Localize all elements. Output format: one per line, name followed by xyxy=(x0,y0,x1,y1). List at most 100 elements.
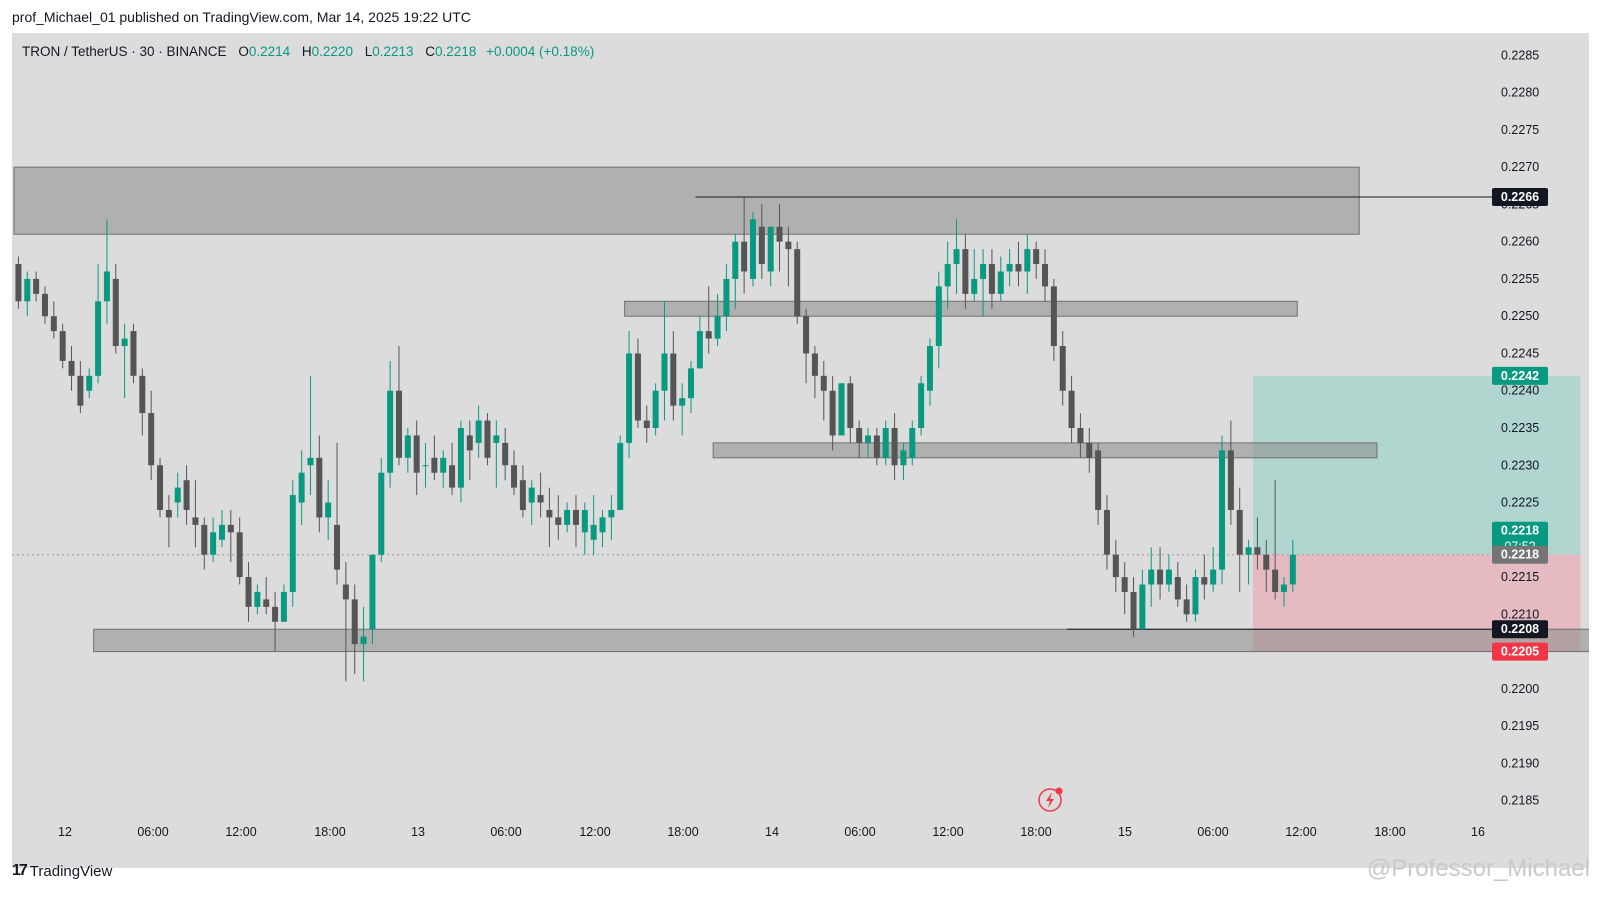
x-tick-label: 18:00 xyxy=(1020,825,1051,839)
candle-body xyxy=(316,457,323,518)
candle-body xyxy=(130,331,137,376)
candle-body xyxy=(758,226,765,265)
candle-body xyxy=(351,599,358,645)
candle-body xyxy=(378,472,385,555)
lightning-icon-bolt xyxy=(1046,792,1054,808)
demand-zone xyxy=(93,628,1589,653)
candle-body xyxy=(838,383,845,436)
price-tag-bg xyxy=(1492,545,1548,564)
candle-body xyxy=(732,241,739,279)
candle-body xyxy=(537,495,544,503)
y-tick-label: 0.2185 xyxy=(1501,794,1539,808)
candle-body xyxy=(714,316,721,339)
candle-body xyxy=(1219,450,1226,570)
candle-body xyxy=(1121,577,1128,592)
candle-body xyxy=(245,577,252,607)
candle-body xyxy=(794,249,801,317)
candle-body xyxy=(183,480,190,510)
candle-body xyxy=(387,390,394,473)
x-tick-label: 06:00 xyxy=(490,825,521,839)
candle-body xyxy=(449,465,456,488)
candle-body xyxy=(1006,264,1013,272)
candle-body xyxy=(926,346,933,391)
candle-body xyxy=(280,591,287,622)
chart-area[interactable]: 0.22850.22800.22750.22700.22650.22600.22… xyxy=(12,33,1589,868)
y-tick-label: 0.2270 xyxy=(1501,160,1539,174)
y-tick-label: 0.2190 xyxy=(1501,756,1539,770)
candle-body xyxy=(157,465,164,510)
candle-body xyxy=(422,465,429,467)
lightning-icon xyxy=(1038,787,1063,812)
candle-body xyxy=(741,241,748,272)
candle-body xyxy=(493,435,500,443)
candle-body xyxy=(723,278,730,317)
candle-body xyxy=(1112,554,1119,578)
candle-body xyxy=(608,509,615,518)
tradingview-logo[interactable]: 17 TradingView xyxy=(12,862,112,880)
y-tick-label: 0.2210 xyxy=(1501,607,1539,621)
candle-body xyxy=(1015,264,1022,272)
candle-body xyxy=(1263,554,1270,570)
candle-body xyxy=(962,249,969,294)
price-tag-label: 0.2266 xyxy=(1501,190,1539,204)
x-tick-label: 14 xyxy=(765,825,779,839)
candle-body xyxy=(873,435,880,458)
candle-body xyxy=(652,390,659,428)
candle-body xyxy=(820,375,827,391)
candle-body xyxy=(210,532,217,555)
candle-body xyxy=(395,390,402,458)
y-tick-label: 0.2225 xyxy=(1501,496,1539,510)
candle-body xyxy=(431,457,438,473)
candle-body xyxy=(900,450,907,466)
candle-body xyxy=(1148,569,1155,585)
x-tick-label: 06:00 xyxy=(1197,825,1228,839)
candle-body xyxy=(95,301,102,376)
candle-body xyxy=(33,278,40,294)
candle-body xyxy=(227,524,234,533)
candle-body xyxy=(953,249,960,265)
open-value: 0.2214 xyxy=(248,44,291,59)
close-value: 0.2218 xyxy=(435,44,477,59)
change-value: +0.0004 (+0.18%) xyxy=(486,44,595,59)
candle-body xyxy=(1103,509,1110,555)
candle-body xyxy=(971,278,978,294)
candle-body xyxy=(86,375,93,391)
candle-body xyxy=(803,316,810,354)
candle-body xyxy=(457,428,464,488)
candle-body xyxy=(413,435,420,473)
y-tick-label: 0.2200 xyxy=(1501,682,1539,696)
candle-body xyxy=(254,591,261,607)
candle-body xyxy=(50,316,57,332)
y-tick-label: 0.2275 xyxy=(1501,123,1539,137)
candle-body xyxy=(77,375,84,406)
candle-body xyxy=(1201,577,1208,585)
publisher-header: prof_Michael_01 published on TradingView… xyxy=(12,9,471,25)
candle-body xyxy=(847,383,854,428)
candle-body xyxy=(1086,442,1093,458)
candle-body xyxy=(1280,584,1287,592)
x-tick-label: 16 xyxy=(1471,825,1485,839)
candle-body xyxy=(41,293,48,317)
candle-body xyxy=(1272,569,1279,592)
chart-svg[interactable]: 0.22850.22800.22750.22700.22650.22600.22… xyxy=(12,33,1589,868)
candle-body xyxy=(1236,509,1243,555)
candle-body xyxy=(546,509,553,518)
candle-body xyxy=(528,487,535,503)
candle-body xyxy=(581,509,588,533)
x-tick-label: 12:00 xyxy=(1285,825,1316,839)
candle-body xyxy=(811,353,818,376)
candle-body xyxy=(475,420,482,443)
candle-body xyxy=(688,368,695,399)
candle-body xyxy=(440,457,447,473)
candle-body xyxy=(1245,547,1252,555)
candle-body xyxy=(360,636,367,645)
price-tag-bg xyxy=(1492,187,1548,206)
symbol-name[interactable]: TRON / TetherUS · 30 · BINANCE xyxy=(22,44,227,59)
y-tick-label: 0.2230 xyxy=(1501,458,1539,472)
y-tick-label: 0.2255 xyxy=(1501,272,1539,286)
y-tick-label: 0.2250 xyxy=(1501,309,1539,323)
candle-body xyxy=(24,278,31,302)
candle-body xyxy=(59,331,66,361)
candle-body xyxy=(626,353,633,443)
lightning-icon-ring xyxy=(1038,788,1062,812)
